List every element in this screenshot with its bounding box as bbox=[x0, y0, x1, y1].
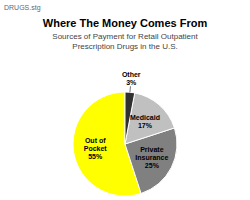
subtitle-line: Sources of Payment for Retail Outpatient bbox=[52, 32, 198, 41]
subtitle: Sources of Payment for Retail Outpatient… bbox=[52, 32, 198, 51]
slice-label: Out ofPocket bbox=[84, 137, 108, 152]
value-label: 55% bbox=[88, 153, 103, 160]
subtitle-line: Prescription Drugs in the U.S. bbox=[72, 42, 177, 51]
pie bbox=[73, 92, 177, 196]
chart: DRUGS.stgWhere The Money Comes From Sourc… bbox=[0, 0, 250, 200]
title: Where The Money Comes From bbox=[43, 17, 208, 29]
value-label: 3% bbox=[126, 79, 137, 86]
labels: Out ofPocket55% PrivateInsurance25% Medica… bbox=[84, 71, 169, 169]
slice-label-line: Out of bbox=[85, 137, 106, 144]
value-label: 17% bbox=[138, 122, 153, 129]
slice-label-line: Other bbox=[122, 71, 141, 78]
slice bbox=[125, 93, 174, 144]
slice-label: Medicaid bbox=[130, 114, 160, 121]
slice-label-line: Private bbox=[140, 146, 163, 153]
slice-label-line: Pocket bbox=[84, 145, 108, 152]
slice-label-line: Insurance bbox=[135, 154, 168, 161]
slice-label: Other bbox=[122, 71, 141, 78]
slice-label-line: Medicaid bbox=[130, 114, 160, 121]
annotation: DRUGS.stg bbox=[4, 4, 41, 12]
leader-line bbox=[129, 86, 131, 92]
value-label: 25% bbox=[145, 162, 160, 169]
slice-label: PrivateInsurance bbox=[135, 146, 168, 161]
